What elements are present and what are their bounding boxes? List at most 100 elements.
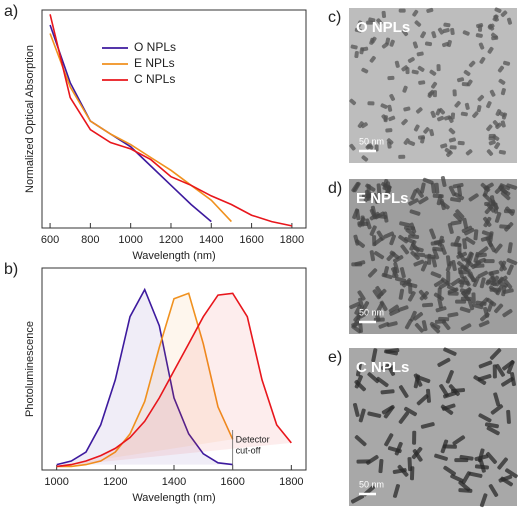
plot-frame bbox=[41, 9, 307, 229]
nanoplatelet bbox=[407, 291, 416, 302]
nanoplatelet bbox=[437, 27, 444, 35]
nanoplatelet bbox=[503, 279, 513, 289]
nanoplatelet bbox=[506, 409, 511, 424]
nanoplatelet bbox=[506, 264, 514, 276]
nanoplatelet bbox=[365, 183, 376, 192]
nanoplatelet bbox=[443, 465, 456, 476]
nanoplatelet bbox=[430, 323, 441, 334]
nanoplatelet bbox=[455, 299, 467, 304]
nanoplatelet bbox=[351, 262, 363, 267]
nanoplatelet bbox=[506, 17, 513, 25]
nanoplatelet bbox=[349, 143, 356, 151]
nanoplatelet bbox=[437, 297, 443, 309]
nanoplatelet bbox=[384, 433, 394, 447]
nanoplatelet bbox=[468, 271, 476, 283]
nanoplatelet bbox=[485, 275, 495, 286]
absorption-curve bbox=[49, 24, 212, 223]
nanoplatelet bbox=[416, 375, 431, 384]
nanoplatelet bbox=[412, 430, 417, 445]
nanoplatelet bbox=[376, 18, 383, 25]
nanoplatelet bbox=[510, 372, 516, 387]
nanoplatelet bbox=[355, 362, 362, 377]
nanoplatelet bbox=[434, 182, 440, 194]
nanoplatelet bbox=[457, 267, 465, 279]
nanoplatelet bbox=[438, 281, 450, 290]
nanoplatelet bbox=[448, 137, 456, 143]
nanoplatelet bbox=[418, 196, 429, 205]
nanoplatelet bbox=[478, 42, 485, 50]
nanoplatelet bbox=[436, 194, 443, 206]
nanoplatelet bbox=[423, 127, 430, 134]
nanoplatelet bbox=[432, 246, 444, 252]
nanoplatelet bbox=[453, 212, 463, 223]
nanoplatelet bbox=[421, 320, 428, 332]
nanoplatelet bbox=[380, 103, 388, 109]
nanoplatelet bbox=[474, 464, 489, 470]
nanoplatelet bbox=[440, 143, 448, 149]
absorption-curve bbox=[49, 33, 232, 223]
nanoplatelet bbox=[354, 379, 367, 392]
x-tick-label: 1400 bbox=[199, 234, 223, 246]
nanoplatelet bbox=[398, 411, 410, 424]
nanoplatelet bbox=[361, 155, 369, 162]
nanoplatelet bbox=[420, 182, 426, 194]
nanoplatelet bbox=[361, 67, 369, 74]
nanoplatelet bbox=[450, 197, 462, 203]
nanoplatelet bbox=[494, 303, 504, 314]
x-axis-label: Wavelength (nm) bbox=[132, 492, 215, 504]
x-axis-label: Wavelength (nm) bbox=[132, 250, 215, 262]
nanoplatelet bbox=[433, 279, 445, 288]
nanoplatelet bbox=[414, 252, 426, 258]
nanoplatelet bbox=[378, 459, 384, 474]
nanoplatelet bbox=[499, 260, 507, 272]
panel-label: b) bbox=[4, 261, 18, 278]
nanoplatelet bbox=[448, 127, 456, 135]
nanoplatelet bbox=[431, 256, 438, 268]
nanoplatelet bbox=[387, 446, 402, 454]
nanoplatelet bbox=[435, 306, 447, 313]
nanoplatelet bbox=[426, 7, 434, 13]
nanoplatelet bbox=[500, 88, 506, 96]
nanoplatelet bbox=[389, 308, 400, 316]
nanoplatelet bbox=[372, 192, 380, 204]
nanoplatelet bbox=[431, 81, 438, 89]
nanoplatelet bbox=[376, 376, 389, 388]
nanoplatelet bbox=[422, 302, 434, 308]
nanoplatelet bbox=[434, 453, 448, 461]
nanoplatelet bbox=[472, 303, 484, 310]
nanoplatelet bbox=[417, 65, 425, 72]
nanoplatelet bbox=[440, 404, 454, 415]
scale-bar-label: 50 nm bbox=[359, 479, 384, 489]
nanoplatelet bbox=[501, 112, 508, 120]
nanoplatelet bbox=[471, 292, 476, 304]
nanoplatelet bbox=[365, 454, 379, 465]
nanoplatelet bbox=[374, 144, 379, 152]
nanoplatelet bbox=[418, 289, 428, 300]
nanoplatelet bbox=[506, 183, 518, 190]
x-tick-label: 600 bbox=[41, 234, 59, 246]
nanoplatelet bbox=[389, 250, 400, 260]
nanoplatelet bbox=[350, 494, 365, 504]
nanoplatelet bbox=[494, 142, 501, 150]
nanoplatelet bbox=[367, 372, 380, 384]
nanoplatelet bbox=[429, 228, 437, 240]
nanoplatelet bbox=[462, 30, 470, 36]
nanoplatelet bbox=[443, 391, 457, 399]
nanoplatelet bbox=[399, 267, 406, 279]
nanoplatelet bbox=[376, 183, 382, 195]
nanoplatelet bbox=[504, 222, 514, 232]
nanoplatelet bbox=[420, 136, 425, 144]
nanoplatelet bbox=[400, 244, 410, 255]
nanoplatelet bbox=[450, 220, 462, 226]
nanoplatelet bbox=[443, 22, 451, 28]
pl-curve bbox=[56, 292, 292, 468]
nanoplatelet bbox=[473, 375, 487, 385]
nanoplatelet bbox=[493, 392, 501, 407]
nanoplatelet bbox=[408, 282, 413, 294]
nanoplatelet bbox=[399, 221, 411, 228]
nanoplatelet bbox=[479, 493, 488, 508]
nanoplatelet bbox=[475, 257, 487, 265]
nanoplatelet bbox=[443, 115, 452, 121]
nanoplatelet bbox=[384, 349, 399, 356]
nanoplatelet bbox=[450, 112, 456, 120]
